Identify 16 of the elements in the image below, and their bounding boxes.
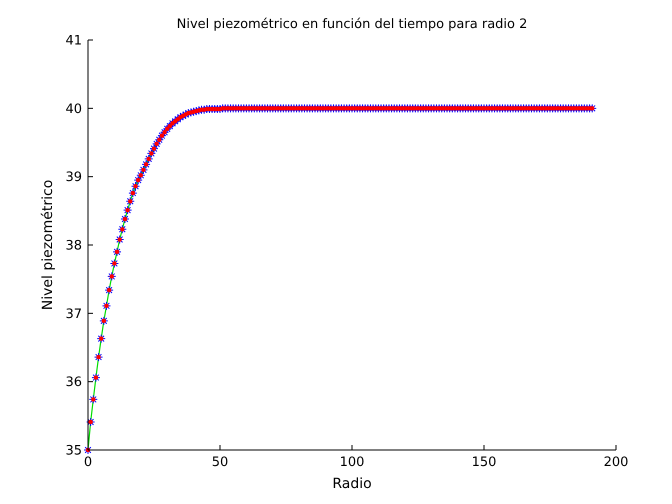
y-tick-label: 41 — [65, 34, 82, 48]
chart-title: Nivel piezométrico en función del tiempo para radio 2 — [176, 17, 528, 32]
x-tick-label: 0 — [84, 455, 92, 470]
x-tick-label: 200 — [604, 455, 628, 470]
x-tick-label: 150 — [472, 455, 496, 470]
y-tick-label: 37 — [65, 306, 82, 322]
line-series — [87, 143, 158, 451]
y-tick-label: 40 — [65, 102, 82, 117]
y-tick-label: 39 — [65, 170, 82, 186]
x-tick-label: 100 — [340, 455, 364, 470]
x-tick-label: 50 — [212, 455, 228, 470]
x-axis-title: Radio — [332, 476, 372, 492]
y-tick-label: 35 — [65, 444, 82, 458]
y-tick-label: 38 — [65, 238, 82, 254]
y-axis-title: Nivel piezométrico — [40, 180, 56, 310]
y-tick-label: 36 — [65, 375, 82, 390]
